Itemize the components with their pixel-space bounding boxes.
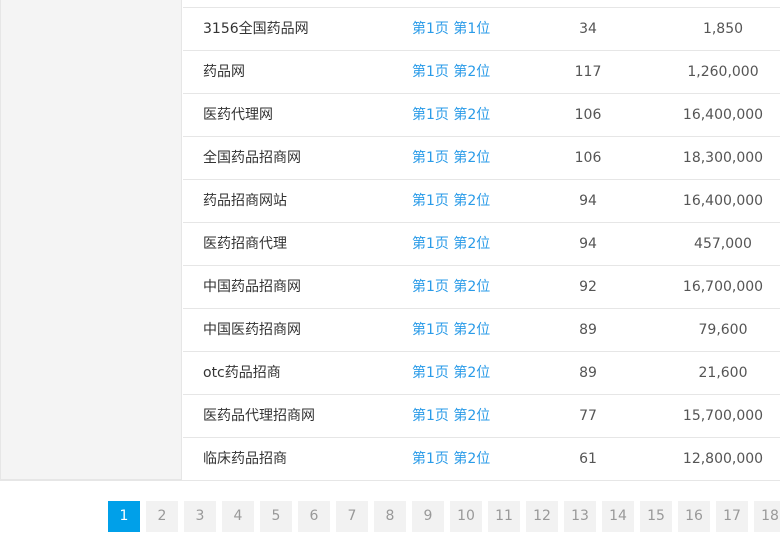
rank-link[interactable]: 第1页 第2位 bbox=[412, 408, 491, 424]
rank-link[interactable]: 第1页 第2位 bbox=[412, 236, 491, 252]
value-cell: 18,300,000 bbox=[682, 150, 764, 166]
rank-link[interactable]: 第1页 第2位 bbox=[412, 322, 491, 338]
count-cell: 92 bbox=[579, 279, 597, 295]
rank-link[interactable]: 第1页 第2位 bbox=[412, 193, 491, 209]
keyword-cell: 全国药品招商网 bbox=[203, 150, 301, 166]
table-row: 药品网 第1页 第2位 117 1,260,000 bbox=[183, 51, 780, 94]
rank-link[interactable]: 第1页 第2位 bbox=[412, 64, 491, 80]
page-button-17[interactable]: 17 bbox=[716, 501, 748, 532]
value-cell: 16,400,000 bbox=[682, 193, 764, 209]
count-cell: 89 bbox=[579, 322, 597, 338]
value-cell: 1,260,000 bbox=[687, 64, 759, 80]
page-button-4[interactable]: 4 bbox=[222, 501, 254, 532]
keyword-cell: 医药招商代理 bbox=[203, 236, 287, 252]
table-row: 临床药品招商 第1页 第2位 61 12,800,000 bbox=[183, 438, 780, 480]
keyword-table: 3156全国药品网 第1页 第1位 34 1,850 药品网 第1页 第2位 117 1,26… bbox=[183, 7, 780, 480]
count-cell: 77 bbox=[579, 408, 597, 424]
table-row: 药品招商网站 第1页 第2位 94 16,400,000 bbox=[183, 180, 780, 223]
page-button-11[interactable]: 11 bbox=[488, 501, 520, 532]
keyword-cell: 中国药品招商网 bbox=[203, 279, 301, 295]
page-button-8[interactable]: 8 bbox=[374, 501, 406, 532]
rank-link[interactable]: 第1页 第2位 bbox=[412, 365, 491, 381]
rank-link[interactable]: 第1页 第2位 bbox=[412, 107, 491, 123]
rank-link[interactable]: 第1页 第2位 bbox=[412, 150, 491, 166]
table-row: otc药品招商 第1页 第2位 89 21,600 bbox=[183, 352, 780, 395]
keyword-cell: 药品招商网站 bbox=[203, 193, 287, 209]
value-cell: 16,700,000 bbox=[682, 279, 764, 295]
count-cell: 61 bbox=[579, 451, 597, 467]
sidebar bbox=[0, 0, 182, 480]
value-cell: 1,850 bbox=[702, 21, 744, 37]
value-cell: 12,800,000 bbox=[682, 451, 764, 467]
page-button-2[interactable]: 2 bbox=[146, 501, 178, 532]
count-cell: 106 bbox=[574, 150, 602, 166]
table-row: 中国药品招商网 第1页 第2位 92 16,700,000 bbox=[183, 266, 780, 309]
page-button-3[interactable]: 3 bbox=[184, 501, 216, 532]
page-button-15[interactable]: 15 bbox=[640, 501, 672, 532]
keyword-cell: 医药代理网 bbox=[203, 107, 273, 123]
value-cell: 457,000 bbox=[694, 236, 752, 252]
page-button-9[interactable]: 9 bbox=[412, 501, 444, 532]
table-row: 医药招商代理 第1页 第2位 94 457,000 bbox=[183, 223, 780, 266]
count-cell: 89 bbox=[579, 365, 597, 381]
table-row: 全国药品招商网 第1页 第2位 106 18,300,000 bbox=[183, 137, 780, 180]
page-button-1[interactable]: 1 bbox=[108, 501, 140, 532]
value-cell: 79,600 bbox=[698, 322, 748, 338]
table-row: 3156全国药品网 第1页 第1位 34 1,850 bbox=[183, 8, 780, 51]
page-button-18[interactable]: 18 bbox=[754, 501, 780, 532]
table-row: 医药代理网 第1页 第2位 106 16,400,000 bbox=[183, 94, 780, 137]
page-button-6[interactable]: 6 bbox=[298, 501, 330, 532]
page-button-14[interactable]: 14 bbox=[602, 501, 634, 532]
table-row: 中国医药招商网 第1页 第2位 89 79,600 bbox=[183, 309, 780, 352]
page-button-13[interactable]: 13 bbox=[564, 501, 596, 532]
page-button-7[interactable]: 7 bbox=[336, 501, 368, 532]
keyword-cell: 3156全国药品网 bbox=[203, 21, 309, 37]
value-cell: 16,400,000 bbox=[682, 107, 764, 123]
table-row: 医药品代理招商网 第1页 第2位 77 15,700,000 bbox=[183, 395, 780, 438]
page-button-16[interactable]: 16 bbox=[678, 501, 710, 532]
value-cell: 21,600 bbox=[698, 365, 748, 381]
rank-link[interactable]: 第1页 第2位 bbox=[412, 451, 491, 467]
count-cell: 106 bbox=[574, 107, 602, 123]
value-cell: 15,700,000 bbox=[682, 408, 764, 424]
count-cell: 34 bbox=[579, 21, 597, 37]
divider bbox=[0, 480, 780, 481]
count-cell: 94 bbox=[579, 193, 597, 209]
keyword-cell: 临床药品招商 bbox=[203, 451, 287, 467]
keyword-cell: 医药品代理招商网 bbox=[203, 408, 315, 424]
page-button-12[interactable]: 12 bbox=[526, 501, 558, 532]
page-button-10[interactable]: 10 bbox=[450, 501, 482, 532]
pagination: 1 2 3 4 5 6 7 8 9 10 11 12 13 14 15 16 17 18 bbox=[108, 501, 780, 532]
keyword-cell: 药品网 bbox=[203, 64, 245, 80]
rank-link[interactable]: 第1页 第2位 bbox=[412, 279, 491, 295]
rank-link[interactable]: 第1页 第1位 bbox=[412, 21, 491, 37]
count-cell: 117 bbox=[574, 64, 602, 80]
page-button-5[interactable]: 5 bbox=[260, 501, 292, 532]
keyword-cell: 中国医药招商网 bbox=[203, 322, 301, 338]
keyword-cell: otc药品招商 bbox=[203, 365, 281, 381]
count-cell: 94 bbox=[579, 236, 597, 252]
